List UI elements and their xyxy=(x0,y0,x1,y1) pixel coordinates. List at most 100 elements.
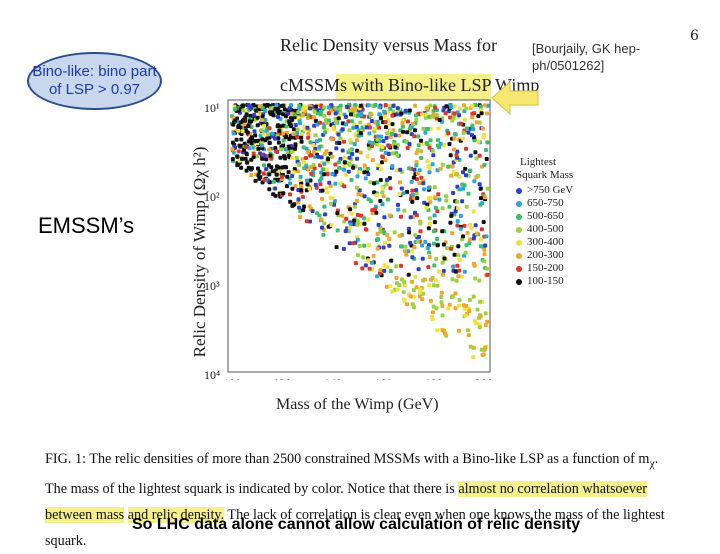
data-point xyxy=(319,217,324,222)
data-point xyxy=(235,154,240,159)
data-point xyxy=(309,153,314,158)
data-point xyxy=(423,239,428,244)
data-point xyxy=(473,150,478,155)
data-point xyxy=(364,125,369,130)
data-point xyxy=(308,219,312,224)
plot-frame xyxy=(227,99,491,373)
data-point xyxy=(340,213,345,218)
data-point xyxy=(405,302,410,307)
legend-item: 650-750 xyxy=(516,197,573,210)
legend-swatch xyxy=(516,252,522,259)
caption-part-1: FIG. 1: The relic densities of more than… xyxy=(45,451,650,467)
data-point xyxy=(400,121,405,126)
data-point xyxy=(430,162,435,167)
data-point xyxy=(340,127,345,132)
data-point xyxy=(433,278,438,283)
data-point xyxy=(402,280,407,285)
data-point xyxy=(333,162,338,167)
data-point xyxy=(479,227,484,232)
data-point xyxy=(255,123,260,128)
data-point xyxy=(468,237,473,242)
data-point xyxy=(296,197,301,202)
legend-item: >750 GeV xyxy=(516,184,573,197)
data-point xyxy=(298,174,303,179)
data-point xyxy=(474,156,479,161)
data-point xyxy=(284,134,289,139)
data-point xyxy=(390,122,395,127)
data-point xyxy=(380,154,385,159)
data-point xyxy=(286,170,291,175)
data-point xyxy=(466,333,471,338)
data-point xyxy=(471,236,476,241)
data-point xyxy=(328,201,333,206)
data-point xyxy=(347,108,352,113)
data-point xyxy=(465,230,470,235)
data-point xyxy=(337,165,342,170)
data-point xyxy=(262,171,266,176)
data-point xyxy=(451,191,456,195)
data-point xyxy=(413,113,418,118)
data-point xyxy=(240,129,245,134)
callout-line-1: Bino-like: bino part xyxy=(32,63,157,80)
caption-subscript: χ xyxy=(649,455,655,470)
data-point xyxy=(407,142,412,146)
data-point xyxy=(398,167,403,172)
data-point xyxy=(292,112,297,117)
data-point xyxy=(420,112,425,117)
data-point xyxy=(430,310,435,315)
data-point xyxy=(305,125,310,130)
legend-swatch xyxy=(516,226,522,233)
data-point xyxy=(435,243,440,248)
data-point xyxy=(410,188,415,193)
data-point xyxy=(405,146,410,150)
data-point xyxy=(376,163,381,168)
legend-label: 200-300 xyxy=(527,249,564,261)
data-point xyxy=(460,199,465,204)
data-point xyxy=(432,185,437,190)
data-point xyxy=(483,195,488,200)
data-point xyxy=(444,104,449,109)
data-point xyxy=(333,111,338,116)
data-point xyxy=(471,127,476,132)
data-point xyxy=(464,126,469,131)
data-point xyxy=(470,133,474,138)
data-point xyxy=(347,162,352,167)
data-point xyxy=(381,139,386,144)
data-point xyxy=(384,182,389,187)
data-point xyxy=(293,123,298,127)
data-point xyxy=(352,204,357,209)
data-point xyxy=(261,132,266,137)
data-point xyxy=(312,123,317,128)
data-point xyxy=(375,274,379,279)
data-point xyxy=(350,119,355,124)
data-point xyxy=(458,226,463,231)
data-point xyxy=(333,181,338,186)
data-point xyxy=(426,164,431,169)
data-point xyxy=(369,119,374,123)
data-point xyxy=(347,225,352,230)
data-point xyxy=(381,229,386,234)
data-point xyxy=(418,290,422,295)
data-point xyxy=(359,222,364,226)
data-point xyxy=(397,283,402,288)
data-point xyxy=(256,146,261,151)
callout-line-2: of LSP > 0.97 xyxy=(48,81,141,98)
data-point xyxy=(436,192,441,197)
data-point xyxy=(362,243,367,248)
data-point xyxy=(471,345,476,350)
data-point xyxy=(371,254,376,258)
data-point xyxy=(440,162,445,167)
data-point xyxy=(397,133,402,138)
data-point xyxy=(441,269,446,273)
data-point xyxy=(390,164,395,169)
data-point xyxy=(322,172,327,177)
data-point xyxy=(267,147,272,152)
data-point xyxy=(351,125,356,130)
data-point xyxy=(477,153,482,158)
data-point xyxy=(323,212,328,217)
data-point xyxy=(363,176,368,181)
legend-swatch xyxy=(516,278,522,285)
citation: [Bourjaily, GK hep-ph/0501262] xyxy=(532,41,641,73)
data-point xyxy=(362,170,367,175)
data-point xyxy=(450,295,454,300)
